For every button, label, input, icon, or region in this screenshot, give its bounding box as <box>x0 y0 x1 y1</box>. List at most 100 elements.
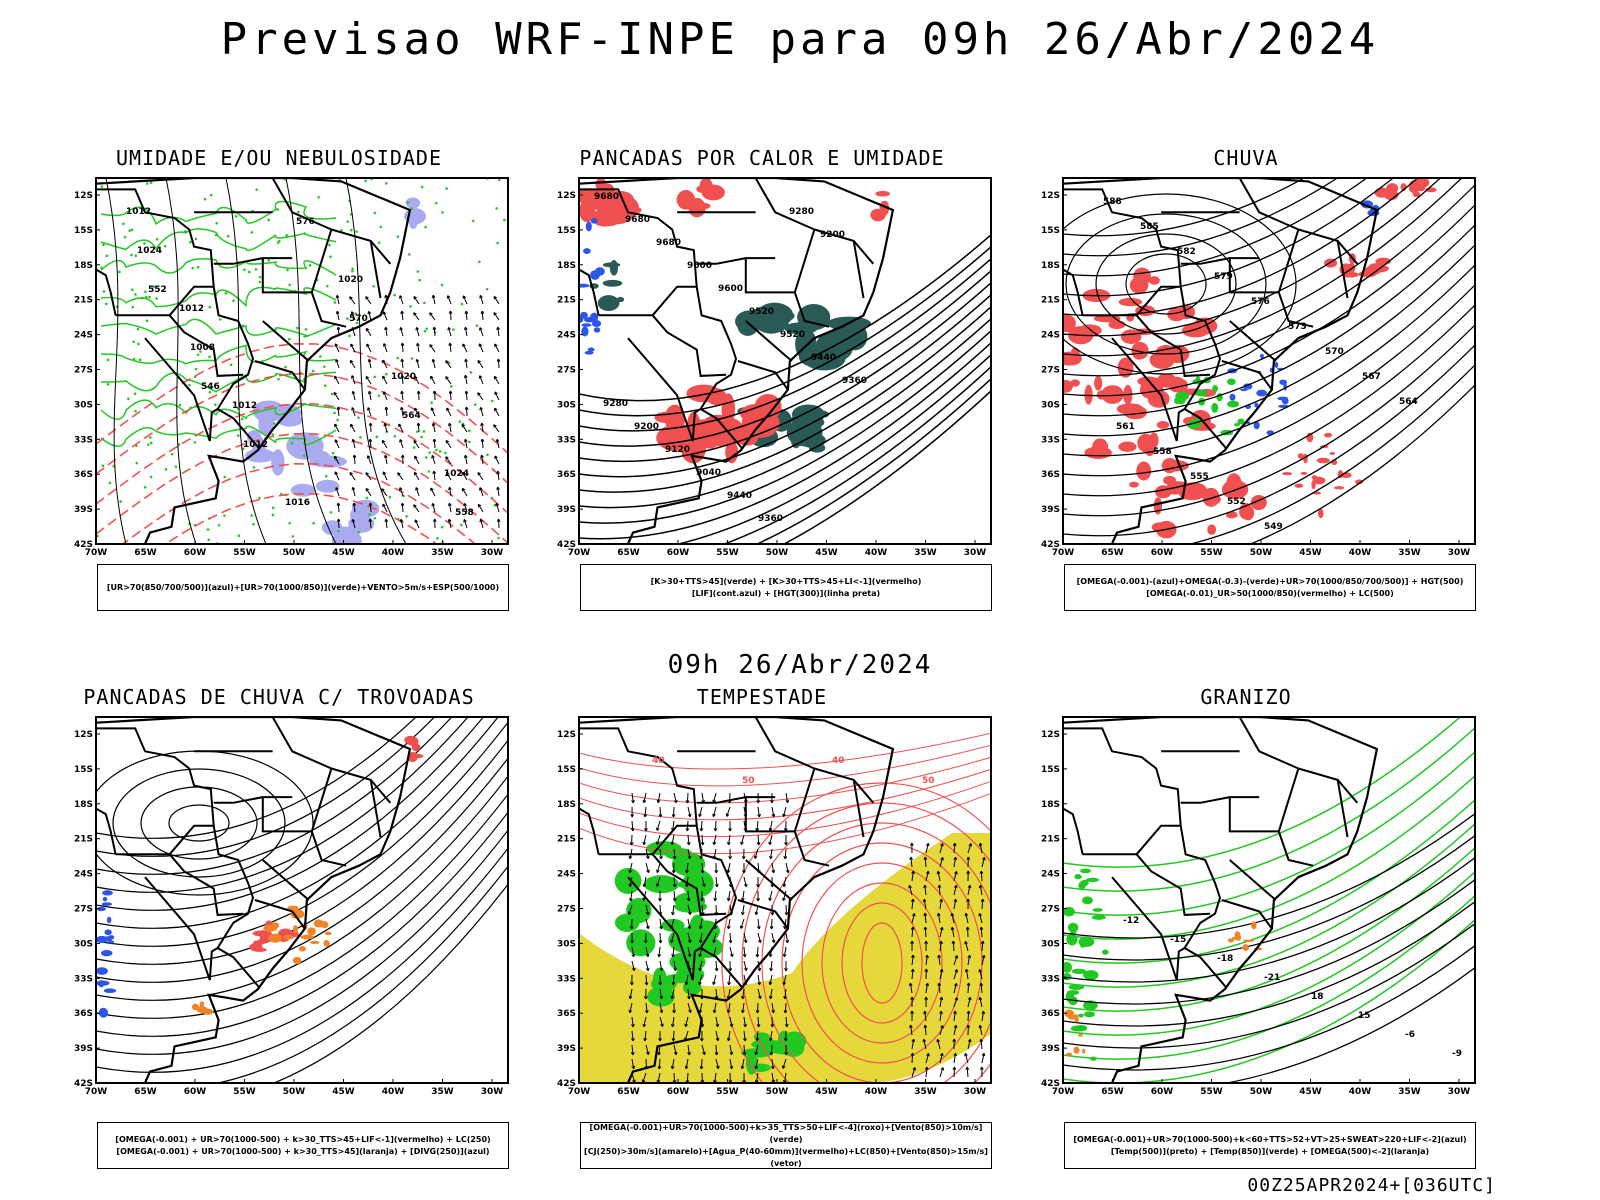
humidity-green-dot <box>193 441 197 444</box>
rain-red-area <box>1084 384 1093 405</box>
humidity-green-dot <box>346 317 349 320</box>
wind-vector <box>432 503 436 513</box>
humidity-green-dot <box>475 324 479 328</box>
pressure-black-contour <box>345 178 407 544</box>
temp850-green-contour <box>1092 908 1103 912</box>
wind-vector <box>967 955 971 966</box>
wind-vector <box>770 912 775 916</box>
wind-vector <box>939 1067 944 1078</box>
wind-vector <box>382 311 387 315</box>
humidity-green-dot <box>134 254 138 258</box>
rain-red-area <box>1136 461 1152 481</box>
wind-vector <box>415 358 420 363</box>
wind-vector <box>685 974 689 985</box>
lat-tick-label: 42S <box>74 1079 93 1089</box>
lat-tick-label: 39S <box>1041 505 1060 515</box>
wind-vector <box>687 946 691 957</box>
wind-vector <box>937 954 941 959</box>
humidity-green-dot <box>485 287 489 291</box>
wind-vector <box>940 1025 944 1029</box>
humidity-green-dot <box>130 228 134 232</box>
wind-vector <box>494 343 500 353</box>
rain-red-area <box>1355 479 1363 485</box>
legend-line: [OMEGA(-0.001) + UR>70(1000-500) + k>30_… <box>115 1134 491 1144</box>
wind-vector <box>645 918 649 929</box>
wind-vector <box>910 1052 915 1056</box>
storm-orange-area <box>290 909 305 919</box>
wind-vector <box>967 1039 971 1050</box>
omega-green-area <box>1211 402 1219 413</box>
wind-vector <box>671 982 676 986</box>
wind-vector <box>698 953 702 958</box>
wind-vector <box>698 806 703 817</box>
country-border <box>1063 807 1084 855</box>
wind-vector <box>631 946 635 957</box>
wind-vector <box>937 913 941 924</box>
storm-red-area <box>404 735 418 745</box>
omega-orange-area <box>1073 1046 1080 1054</box>
wind-vector <box>645 1002 648 1013</box>
wind-vector <box>445 440 452 449</box>
storm-red-area <box>411 743 421 752</box>
lon-tick-label: 50W <box>1250 1087 1273 1097</box>
panel-trovoadas: PANCADAS DE CHUVA C/ TROVOADAS 12S 15S 18S… <box>49 685 509 1169</box>
humidity-green-dot <box>234 215 238 218</box>
water-red-contour <box>579 744 991 787</box>
lat-tick-label: 15S <box>74 765 93 775</box>
lon-tick-label: 50W <box>1250 548 1273 558</box>
wind-vector <box>742 1002 745 1013</box>
wind-vector <box>462 295 468 305</box>
lon-tick-label: 45W <box>332 1087 355 1097</box>
humidity-green-dot <box>435 448 438 452</box>
wind-vector <box>953 1025 957 1036</box>
streamline <box>96 829 508 1055</box>
wind-vector <box>384 326 388 331</box>
humidity-green-dot <box>208 305 212 309</box>
wind-vector <box>964 912 969 917</box>
wind-vector <box>923 926 928 930</box>
country-border <box>213 257 263 265</box>
wind-vector <box>911 1039 915 1050</box>
wind-vector <box>924 968 929 972</box>
lat-tick-label: 24S <box>557 331 576 341</box>
omega-blue-area <box>1259 353 1264 359</box>
humidity-green-dot <box>296 326 299 330</box>
temp850-green-contour <box>1063 774 1475 940</box>
wind-vector <box>754 911 759 916</box>
humidity-green-dot <box>138 358 142 361</box>
wind-vector <box>939 1010 943 1015</box>
wind-vector <box>940 1067 945 1071</box>
wind-vector <box>336 295 340 305</box>
wind-vector <box>629 926 634 930</box>
country-border <box>745 320 793 362</box>
humidity-green-dot <box>232 299 235 303</box>
wind-vector <box>684 1065 689 1070</box>
wind-vector <box>782 1058 787 1069</box>
contour-label: 9600 <box>718 284 743 294</box>
country-border <box>1229 320 1277 362</box>
hgt500-contour <box>1248 384 1475 544</box>
country-border <box>1135 285 1181 316</box>
humidity-green-dot <box>288 338 291 341</box>
humidity-green-dot <box>359 436 362 439</box>
country-border <box>1135 824 1181 855</box>
wind-vector <box>397 472 404 481</box>
lat-tick-label: 33S <box>557 974 576 984</box>
temp850-green-contour <box>1085 877 1100 883</box>
wind-vector <box>368 438 373 443</box>
wind-vector <box>755 1010 760 1014</box>
panel-title: GRANIZO <box>1200 685 1292 709</box>
wind-vector <box>383 422 388 427</box>
wind-vector <box>783 806 787 817</box>
wind-vector <box>645 925 650 930</box>
humidity-green-dot <box>147 443 150 446</box>
wind-vector <box>980 940 985 944</box>
wind-vector <box>755 954 760 958</box>
wind-vector <box>742 870 746 874</box>
wind-vector <box>687 890 690 902</box>
humidity-green-dot <box>340 229 343 232</box>
humidity-green-dot <box>436 537 439 540</box>
lat-tick-label: 12S <box>1041 191 1060 201</box>
humidity-green-dot <box>163 244 167 248</box>
lon-tick-label: 35W <box>914 1087 937 1097</box>
